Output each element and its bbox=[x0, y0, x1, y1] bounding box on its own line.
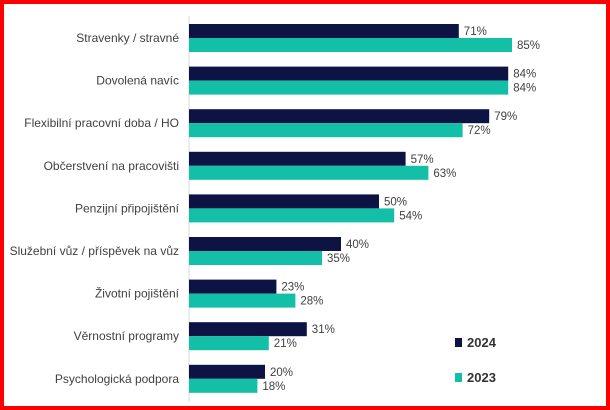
category-label: Služební vůz / příspěvek na vůz bbox=[10, 244, 179, 258]
value-label: 84% bbox=[513, 83, 536, 95]
bar-2023-4 bbox=[189, 208, 395, 223]
category-label: Flexibilní pracovní doba / HO bbox=[24, 116, 179, 130]
value-label: 28% bbox=[300, 296, 323, 308]
value-label: 71% bbox=[464, 26, 487, 38]
value-label: 57% bbox=[411, 154, 434, 166]
category-label: Dovolená navíc bbox=[96, 74, 179, 88]
value-label: 79% bbox=[494, 111, 517, 123]
bar-2023-1 bbox=[189, 80, 509, 95]
bar-2024-1 bbox=[189, 66, 509, 81]
bar-2023-7 bbox=[189, 336, 269, 351]
category-label: Životní pojištění bbox=[95, 286, 180, 301]
bar-2023-5 bbox=[189, 251, 322, 265]
bar-2024-3 bbox=[189, 151, 406, 166]
value-label: 85% bbox=[517, 40, 540, 52]
bar-2023-3 bbox=[189, 165, 429, 180]
category-label: Psychologická podpora bbox=[55, 372, 179, 386]
legend-label: 2024 bbox=[467, 335, 497, 350]
value-label: 31% bbox=[312, 324, 335, 336]
value-label: 23% bbox=[281, 282, 304, 294]
category-label: Občerstvení na pracovišti bbox=[44, 159, 179, 173]
bar-2024-2 bbox=[189, 109, 490, 124]
bar-2023-8 bbox=[189, 378, 258, 393]
bar-2024-4 bbox=[189, 194, 379, 209]
bar-2024-8 bbox=[189, 364, 265, 379]
legend-label: 2023 bbox=[467, 370, 496, 385]
bar-2024-5 bbox=[189, 237, 341, 251]
value-label: 21% bbox=[274, 338, 297, 350]
value-label: 20% bbox=[270, 367, 293, 379]
category-label: Věrnostní programy bbox=[74, 329, 179, 343]
bar-2023-6 bbox=[189, 293, 296, 308]
bar-2024-0 bbox=[189, 24, 459, 38]
bar-2023-0 bbox=[189, 38, 512, 52]
value-label: 63% bbox=[433, 168, 456, 180]
legend-swatch-2023 bbox=[455, 373, 462, 382]
value-label: 84% bbox=[513, 69, 536, 81]
value-label: 35% bbox=[327, 253, 350, 265]
bar-2024-7 bbox=[189, 322, 307, 337]
value-label: 72% bbox=[468, 125, 491, 137]
category-label: Penzijní připojištění bbox=[75, 201, 180, 215]
bar-2023-2 bbox=[189, 123, 463, 138]
value-label: 54% bbox=[399, 210, 422, 222]
value-label: 40% bbox=[346, 239, 369, 251]
bar-2024-6 bbox=[189, 279, 277, 294]
legend-swatch-2024 bbox=[455, 338, 462, 347]
value-label: 18% bbox=[262, 381, 285, 393]
value-label: 50% bbox=[384, 196, 407, 208]
category-label: Stravenky / stravné bbox=[76, 31, 179, 45]
